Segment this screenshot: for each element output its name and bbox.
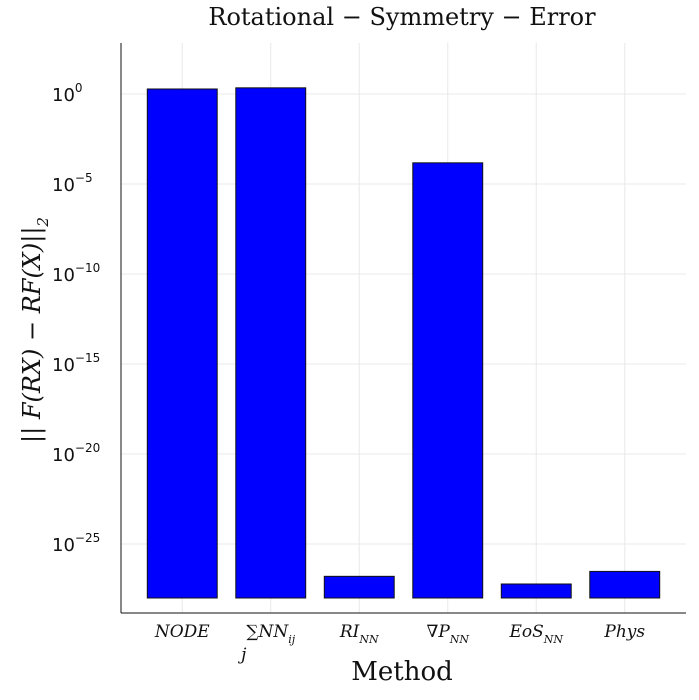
x-tick-label: ∇PNN (426, 622, 469, 646)
x-tick-label-under: j (237, 645, 247, 665)
bar (589, 570, 661, 599)
x-tick-label: NODE (154, 622, 210, 642)
y-tick-label: 10−5 (52, 171, 93, 196)
bar (323, 575, 395, 599)
bars (146, 87, 661, 599)
y-tick-label: 10−25 (52, 531, 100, 556)
x-tick-label: Phys (603, 622, 645, 642)
y-axis-label: || F(RX) − RF(X)|| (18, 227, 47, 443)
bar (235, 87, 307, 599)
y-axis-label-group: || F(RX) − RF(X)||2 (18, 217, 52, 443)
chart-title: Rotational − Symmetry − Error (208, 3, 596, 31)
y-tick-label: 10−15 (52, 351, 100, 376)
bar (146, 88, 218, 599)
y-tick-labels: 100 10−5 10−10 10−15 10−20 10−25 (52, 81, 100, 556)
x-tick-label: RINN (339, 622, 379, 646)
y-tick-label: 10−10 (52, 261, 100, 286)
svg-text:|| F(RX) − RF(X)||2: || F(RX) − RF(X)||2 (18, 217, 52, 443)
x-axis-label: Method (351, 657, 453, 687)
y-tick-label: 10−20 (52, 441, 100, 466)
x-tick-label: EoSNN (508, 622, 563, 646)
y-axis-label-subscript: 2 (34, 217, 52, 228)
bar (500, 583, 572, 599)
bar (412, 162, 484, 599)
y-tick-label: 100 (52, 81, 83, 106)
x-tick-label: ∑NNij (246, 622, 295, 646)
